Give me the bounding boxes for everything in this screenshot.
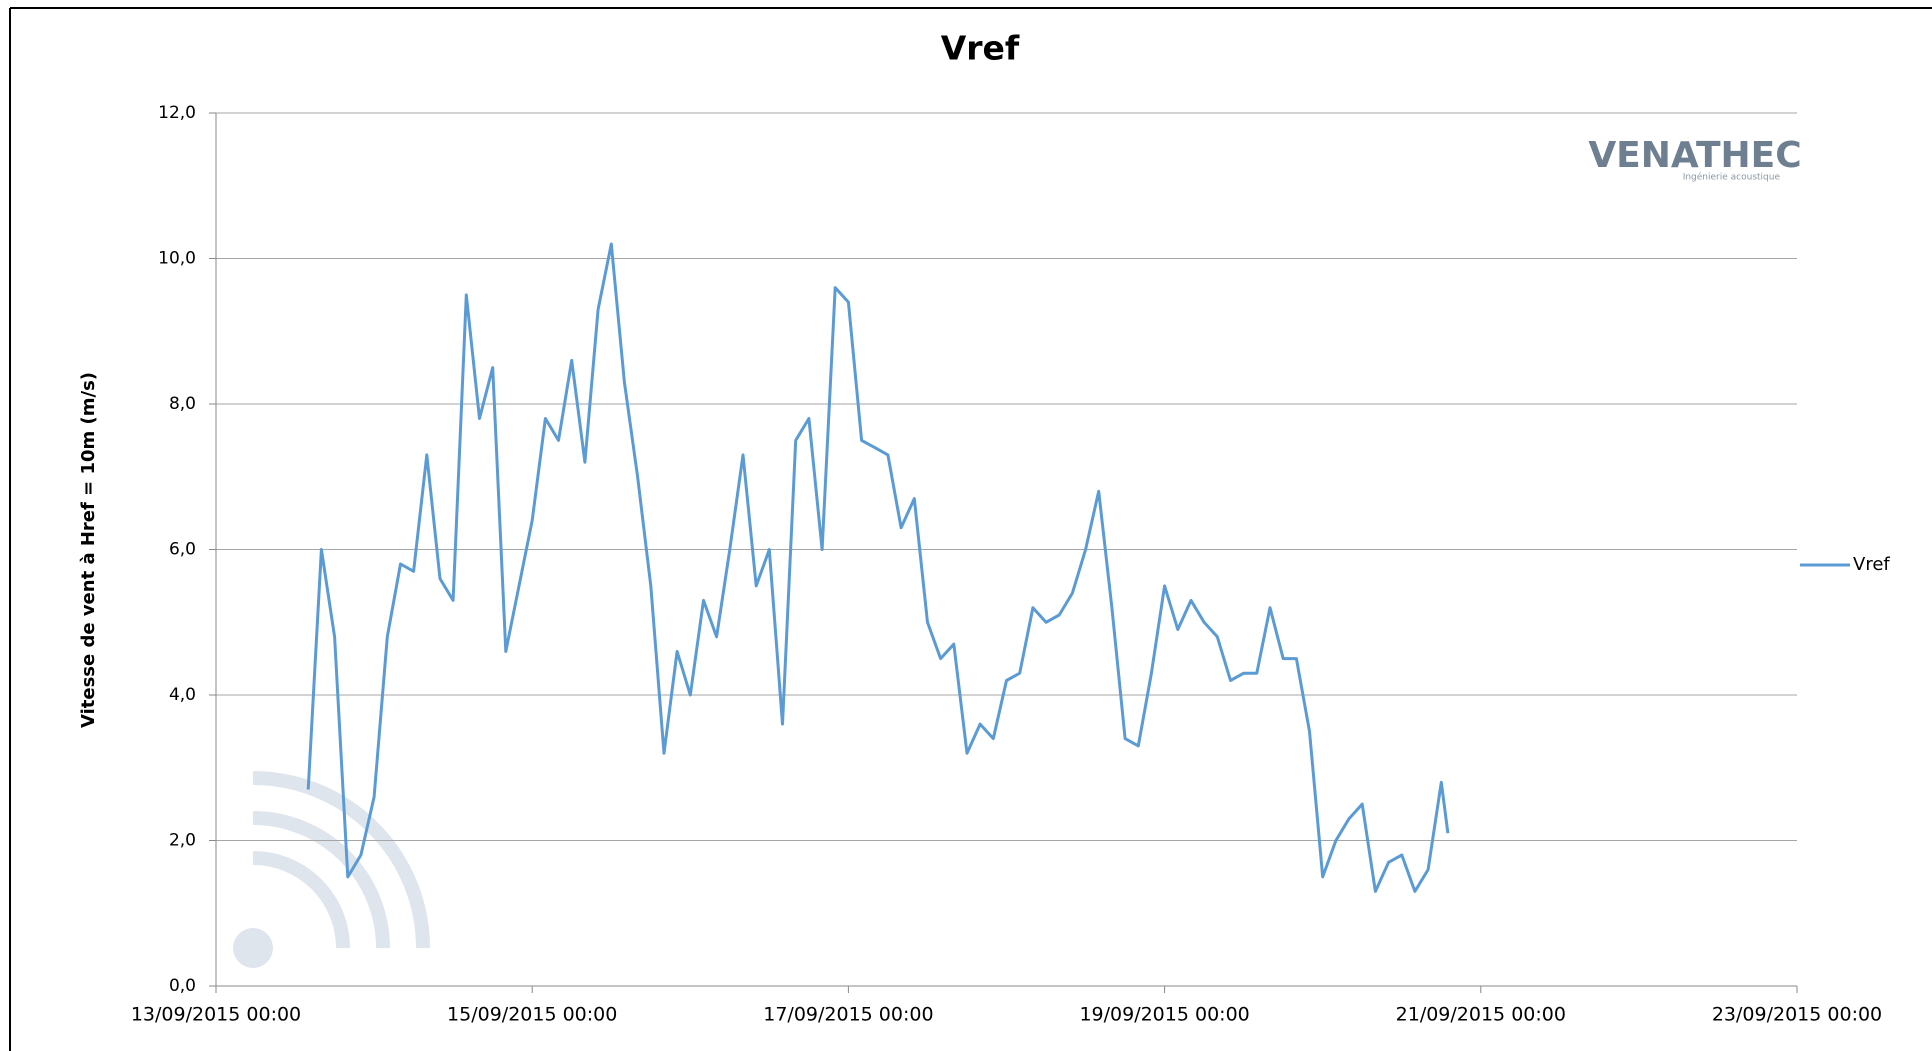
x-tick-label: 21/09/2015 00:00 bbox=[1396, 1004, 1566, 1026]
x-tick-label: 13/09/2015 00:00 bbox=[131, 1004, 301, 1026]
x-tick-label: 17/09/2015 00:00 bbox=[763, 1004, 933, 1026]
watermark-icon bbox=[233, 771, 430, 968]
y-axis-label: Vitesse de vent à Href = 10m (m/s) bbox=[78, 372, 99, 728]
logo: VENATHEC bbox=[1588, 135, 1801, 176]
logo-subtitle: Ingénierie acoustique bbox=[1683, 172, 1781, 183]
y-tick-label: 2,0 bbox=[169, 831, 196, 851]
y-tick-label: 10,0 bbox=[158, 249, 196, 269]
chart-title: Vref bbox=[941, 29, 1020, 68]
y-tick-label: 0,0 bbox=[169, 976, 196, 996]
data-line bbox=[306, 242, 1450, 893]
y-tick-label: 12,0 bbox=[158, 103, 196, 123]
legend-label: Vref bbox=[1853, 554, 1890, 575]
x-tick-label: 15/09/2015 00:00 bbox=[447, 1004, 617, 1026]
y-tick-label: 4,0 bbox=[169, 685, 196, 705]
y-tick-label: 6,0 bbox=[169, 540, 196, 560]
x-tick-label: 19/09/2015 00:00 bbox=[1079, 1004, 1249, 1026]
x-tick-label: 23/09/2015 00:00 bbox=[1712, 1004, 1882, 1026]
y-tick-label: 8,0 bbox=[169, 394, 196, 414]
